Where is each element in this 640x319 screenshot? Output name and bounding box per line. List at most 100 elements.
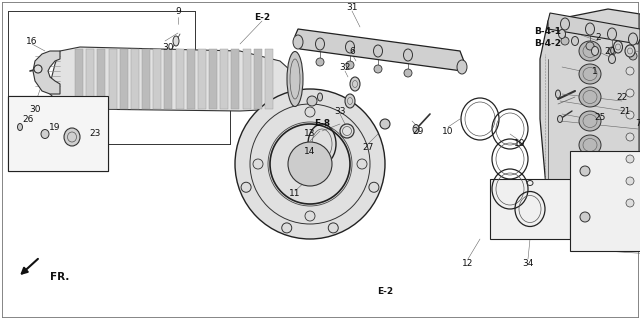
Circle shape	[626, 45, 634, 53]
Polygon shape	[198, 49, 206, 109]
Text: 33: 33	[334, 107, 346, 115]
Polygon shape	[548, 13, 640, 44]
Ellipse shape	[628, 33, 637, 45]
Text: 7: 7	[635, 120, 640, 129]
Polygon shape	[33, 51, 60, 94]
Polygon shape	[75, 49, 83, 109]
Ellipse shape	[614, 41, 623, 53]
Text: 23: 23	[90, 130, 100, 138]
Ellipse shape	[579, 135, 601, 155]
Ellipse shape	[572, 36, 579, 46]
Text: B-4-2: B-4-2	[534, 40, 561, 48]
Ellipse shape	[579, 64, 601, 84]
Text: FR.: FR.	[50, 272, 69, 282]
Polygon shape	[50, 47, 300, 111]
Polygon shape	[232, 49, 239, 109]
Circle shape	[626, 67, 634, 75]
Polygon shape	[142, 49, 150, 109]
Text: B-4-1: B-4-1	[534, 26, 561, 35]
Ellipse shape	[625, 45, 635, 57]
Text: 20: 20	[604, 47, 616, 56]
Ellipse shape	[64, 128, 80, 146]
Text: 11: 11	[289, 189, 301, 198]
Ellipse shape	[34, 65, 42, 73]
Ellipse shape	[293, 35, 303, 49]
Ellipse shape	[287, 51, 303, 107]
Circle shape	[580, 166, 590, 176]
Ellipse shape	[457, 60, 467, 74]
Ellipse shape	[345, 94, 355, 108]
Ellipse shape	[579, 183, 601, 203]
Text: 6: 6	[349, 47, 355, 56]
Circle shape	[580, 212, 590, 222]
Circle shape	[404, 69, 412, 77]
Circle shape	[253, 159, 263, 169]
Text: 25: 25	[595, 113, 605, 122]
Polygon shape	[209, 49, 217, 109]
Text: 31: 31	[346, 3, 358, 11]
Ellipse shape	[241, 182, 251, 192]
Ellipse shape	[403, 49, 413, 61]
Bar	[570, 151, 640, 251]
Ellipse shape	[579, 41, 601, 61]
Polygon shape	[295, 29, 465, 71]
Bar	[8, 96, 108, 171]
Circle shape	[288, 142, 332, 186]
Text: 19: 19	[49, 122, 61, 131]
Ellipse shape	[607, 28, 616, 40]
Circle shape	[235, 89, 385, 239]
Circle shape	[316, 58, 324, 66]
Polygon shape	[86, 49, 94, 109]
Circle shape	[357, 159, 367, 169]
Polygon shape	[187, 49, 195, 109]
Polygon shape	[220, 49, 228, 109]
Circle shape	[626, 133, 634, 141]
Ellipse shape	[559, 29, 566, 39]
Circle shape	[305, 211, 315, 221]
Text: 28: 28	[639, 197, 640, 205]
Polygon shape	[175, 49, 184, 109]
Text: 2: 2	[595, 33, 601, 41]
Circle shape	[608, 47, 616, 55]
Text: 9: 9	[175, 6, 181, 16]
Polygon shape	[243, 49, 251, 109]
Polygon shape	[265, 49, 273, 109]
Polygon shape	[131, 49, 139, 109]
Circle shape	[586, 42, 594, 50]
Ellipse shape	[350, 77, 360, 91]
Circle shape	[305, 107, 315, 117]
Ellipse shape	[374, 45, 383, 57]
Text: 10: 10	[515, 139, 525, 149]
Ellipse shape	[556, 90, 561, 98]
Circle shape	[561, 37, 569, 45]
Ellipse shape	[328, 223, 339, 233]
Polygon shape	[254, 49, 262, 109]
Circle shape	[380, 119, 390, 129]
Text: 34: 34	[522, 259, 534, 269]
Text: 21: 21	[620, 107, 630, 115]
Ellipse shape	[579, 159, 601, 179]
Ellipse shape	[609, 55, 616, 63]
Ellipse shape	[41, 130, 49, 138]
Ellipse shape	[413, 124, 419, 133]
Circle shape	[626, 155, 634, 163]
Text: 16: 16	[26, 36, 38, 46]
Circle shape	[626, 89, 634, 97]
Text: 1: 1	[592, 66, 598, 76]
Polygon shape	[164, 49, 172, 109]
Text: 32: 32	[339, 63, 351, 71]
Text: 27: 27	[362, 143, 374, 152]
Ellipse shape	[173, 36, 179, 46]
Text: 10: 10	[442, 127, 454, 136]
Ellipse shape	[579, 111, 601, 131]
Circle shape	[629, 52, 637, 60]
Ellipse shape	[317, 93, 323, 101]
Polygon shape	[97, 49, 106, 109]
Circle shape	[374, 65, 382, 73]
Text: E-8: E-8	[314, 120, 330, 129]
Circle shape	[626, 199, 634, 207]
Ellipse shape	[282, 223, 292, 233]
Text: E-2: E-2	[254, 12, 270, 21]
Circle shape	[626, 177, 634, 185]
Ellipse shape	[561, 18, 570, 30]
